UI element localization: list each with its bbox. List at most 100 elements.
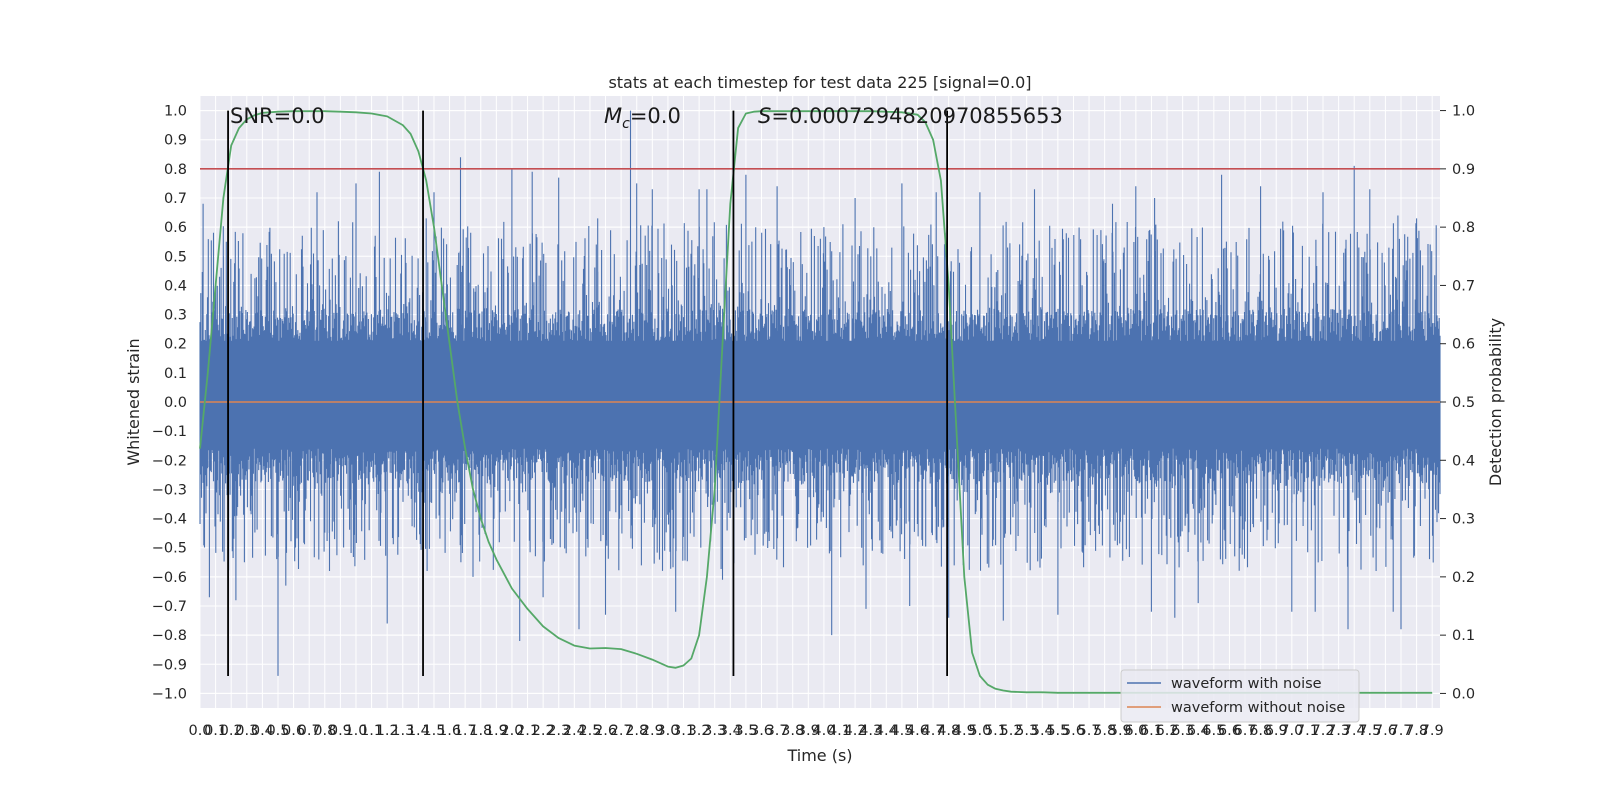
x-tick-label: 1.0 <box>344 723 367 739</box>
vertical-markers <box>227 110 949 676</box>
x-tick-label: 4.0 <box>812 723 835 739</box>
x-tick-label: 5.8 <box>1093 723 1116 739</box>
x-tick-label: 1.7 <box>454 723 477 739</box>
annotation-chirp-mass-value: =0.0 <box>630 104 681 128</box>
y-left-tick-label: −0.6 <box>152 570 187 586</box>
annotation-s: S=0.0007294820970855653 <box>758 104 1063 128</box>
x-tick-label: 4.6 <box>906 723 929 739</box>
x-tick-label: 2.8 <box>625 723 648 739</box>
y-axis-label-left: Whitened strain <box>124 338 143 465</box>
chart-title: stats at each timestep for test data 225… <box>608 73 1031 92</box>
x-tick-label: 7.1 <box>1296 723 1319 739</box>
y-left-tick-label: 0.4 <box>164 278 187 294</box>
y-right-tick-label: 0.6 <box>1452 337 1475 353</box>
annotation-chirp-mass-symbol: M <box>604 104 622 128</box>
y-left-tick-label: −0.2 <box>152 453 187 469</box>
y-left-tick-label: −1.0 <box>152 686 187 702</box>
x-tick-label: 1.1 <box>360 723 383 739</box>
y-right-tick-label: 0.2 <box>1452 570 1475 586</box>
annotation-chirp-mass-subscript: c <box>622 116 630 132</box>
x-tick-label: 1.3 <box>391 723 414 739</box>
x-tick-label: 5.5 <box>1046 723 1069 739</box>
x-tick-label: 2.6 <box>594 723 617 739</box>
annotation-chirp-mass: Mc=0.0 <box>604 104 681 132</box>
y-right-tick-label: 0.8 <box>1452 220 1475 236</box>
x-tick-label: 2.5 <box>578 723 601 739</box>
x-tick-label: 7.0 <box>1280 723 1303 739</box>
y-right-tick-label: 0.3 <box>1452 512 1475 528</box>
x-tick-label: 6.6 <box>1218 723 1241 739</box>
annotation-snr: SNR=0.0 <box>230 104 325 128</box>
x-tick-label: 3.4 <box>719 723 742 739</box>
x-tick-label: 4.2 <box>844 723 867 739</box>
x-tick-label: 1.6 <box>438 723 461 739</box>
x-tick-label: 0.7 <box>298 723 321 739</box>
y-axis-label-right: Detection probability <box>1486 318 1505 486</box>
y-left-tick-label: −0.8 <box>152 628 187 644</box>
x-tick-label: 5.1 <box>984 723 1007 739</box>
x-tick-label: 6.5 <box>1202 723 1225 739</box>
x-tick-label: 3.9 <box>797 723 820 739</box>
y-left-tick-label: −0.5 <box>152 541 187 557</box>
x-tick-label: 7.4 <box>1343 723 1366 739</box>
legend: waveform with noise waveform without noi… <box>1120 669 1360 723</box>
x-tick-label: 3.7 <box>766 723 789 739</box>
line-series <box>199 110 1440 694</box>
x-tick-label: 6.4 <box>1187 723 1210 739</box>
y-left-tick-label: 0.1 <box>164 366 187 382</box>
y-left-tick-label: 0.3 <box>164 308 187 324</box>
x-tick-label: 3.2 <box>688 723 711 739</box>
y-left-tick-label: 0.0 <box>164 395 187 411</box>
x-tick-label: 3.5 <box>734 723 757 739</box>
x-tick-label: 1.2 <box>376 723 399 739</box>
detection-probability-line <box>199 110 1433 694</box>
noise-series <box>199 110 1441 676</box>
x-tick-label: 1.4 <box>407 723 430 739</box>
y-left-tick-label: −0.4 <box>152 512 187 528</box>
y-left-tick-label: −0.3 <box>152 482 187 498</box>
x-tick-label: 6.1 <box>1140 723 1163 739</box>
x-tick-label: 6.7 <box>1234 723 1257 739</box>
x-tick-label: 4.8 <box>937 723 960 739</box>
x-tick-label: 2.3 <box>547 723 570 739</box>
x-tick-label: 5.9 <box>1109 723 1132 739</box>
x-tick-label: 3.3 <box>703 723 726 739</box>
x-tick-label: 4.1 <box>828 723 851 739</box>
x-tick-label: 6.0 <box>1124 723 1147 739</box>
x-tick-label: 5.7 <box>1078 723 1101 739</box>
legend-label-clean: waveform without noise <box>1171 700 1345 716</box>
x-tick-label: 7.2 <box>1311 723 1334 739</box>
x-tick-label: 5.2 <box>1000 723 1023 739</box>
x-tick-label: 2.0 <box>500 723 523 739</box>
x-tick-label: 7.5 <box>1358 723 1381 739</box>
x-tick-label: 5.4 <box>1031 723 1054 739</box>
y-left-tick-label: 0.2 <box>164 337 187 353</box>
x-tick-label: 0.6 <box>282 723 305 739</box>
x-tick-label: 3.6 <box>750 723 773 739</box>
y-right-tick-label: 0.1 <box>1452 628 1475 644</box>
x-tick-label: 1.8 <box>469 723 492 739</box>
x-tick-label: 0.4 <box>251 723 274 739</box>
waveform-noise-core <box>200 340 1440 446</box>
y-left-tick-label: 0.5 <box>164 249 187 265</box>
y-left-tick-label: −0.7 <box>152 599 187 615</box>
x-tick-label: 3.1 <box>672 723 695 739</box>
x-tick-label: 0.8 <box>313 723 336 739</box>
y-right-tick-label: 0.4 <box>1452 453 1475 469</box>
y-left-tick-label: 0.9 <box>164 133 187 149</box>
x-tick-label: 7.6 <box>1374 723 1397 739</box>
x-tick-label: 7.9 <box>1421 723 1444 739</box>
y-right-tick-label: 0.7 <box>1452 278 1475 294</box>
x-tick-label: 5.0 <box>968 723 991 739</box>
y-left-tick-label: −0.9 <box>152 657 187 673</box>
x-tick-label: 5.3 <box>1015 723 1038 739</box>
x-tick-label: 0.0 <box>188 723 211 739</box>
x-tick-label: 4.7 <box>922 723 945 739</box>
x-tick-label: 5.6 <box>1062 723 1085 739</box>
x-tick-label: 7.7 <box>1389 723 1412 739</box>
y-left-tick-label: −0.1 <box>152 424 187 440</box>
x-tick-label: 6.3 <box>1171 723 1194 739</box>
y-right-tick-label: 0.5 <box>1452 395 1475 411</box>
x-tick-label: 7.3 <box>1327 723 1350 739</box>
